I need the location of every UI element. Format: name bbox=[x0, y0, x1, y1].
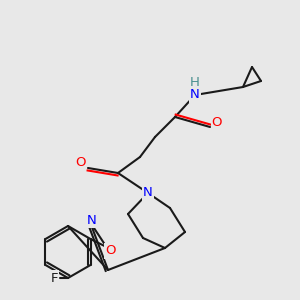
Text: N: N bbox=[87, 214, 97, 226]
Text: F: F bbox=[50, 272, 58, 284]
Text: N: N bbox=[190, 88, 200, 101]
Text: O: O bbox=[105, 244, 116, 257]
Text: N: N bbox=[143, 187, 153, 200]
Text: O: O bbox=[212, 116, 222, 128]
Text: O: O bbox=[75, 155, 85, 169]
Text: H: H bbox=[190, 76, 200, 89]
